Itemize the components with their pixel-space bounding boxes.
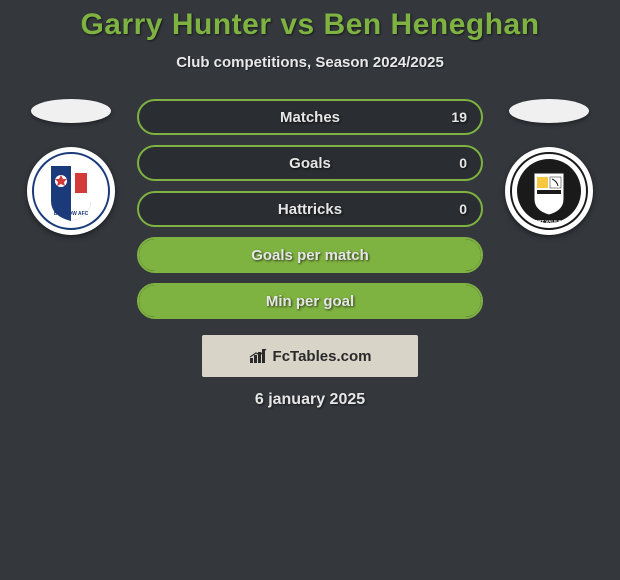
page-title: Garry Hunter vs Ben Heneghan — [0, 8, 620, 42]
watermark-text: FcTables.com — [273, 348, 372, 365]
stat-label: Matches — [139, 109, 481, 126]
stat-bar-hattricks: Hattricks 0 — [137, 191, 483, 227]
stat-right-value: 19 — [451, 109, 467, 125]
stat-right-value: 0 — [459, 155, 467, 171]
stat-bar-mpg: Min per goal — [137, 283, 483, 319]
right-player-col: PORT VALE F.C. 1876 — [499, 99, 599, 235]
stat-label: Min per goal — [139, 293, 481, 310]
left-badge-inner: BARROW AFC — [31, 151, 111, 231]
subtitle: Club competitions, Season 2024/2025 — [0, 54, 620, 71]
svg-text:1876: 1876 — [545, 161, 555, 166]
right-club-badge: PORT VALE F.C. 1876 — [505, 147, 593, 235]
stat-label: Goals per match — [139, 247, 481, 264]
stats-column: Matches 19 Goals 0 Hattricks 0 Goals per… — [137, 99, 483, 319]
stat-bar-matches: Matches 19 — [137, 99, 483, 135]
stat-label: Hattricks — [139, 201, 481, 218]
stat-bar-goals: Goals 0 — [137, 145, 483, 181]
stat-bar-gpm: Goals per match — [137, 237, 483, 273]
date-line: 6 january 2025 — [0, 391, 620, 409]
main-row: BARROW AFC Matches 19 Goals 0 Hat — [0, 99, 620, 319]
stat-label: Goals — [139, 155, 481, 172]
svg-text:PORT VALE F.C.: PORT VALE F.C. — [532, 219, 567, 224]
left-player-col: BARROW AFC — [21, 99, 121, 235]
barrow-badge-icon: BARROW AFC — [31, 151, 111, 231]
comparison-infographic: Garry Hunter vs Ben Heneghan Club compet… — [0, 0, 620, 409]
left-flag-oval — [31, 99, 111, 123]
portvale-badge-icon: PORT VALE F.C. 1876 — [509, 151, 589, 231]
right-badge-inner: PORT VALE F.C. 1876 — [509, 151, 589, 231]
right-flag-oval — [509, 99, 589, 123]
watermark-badge: FcTables.com — [202, 335, 418, 377]
left-club-badge: BARROW AFC — [27, 147, 115, 235]
svg-text:BARROW AFC: BARROW AFC — [54, 211, 89, 217]
stat-right-value: 0 — [459, 201, 467, 217]
chart-icon — [249, 348, 269, 364]
